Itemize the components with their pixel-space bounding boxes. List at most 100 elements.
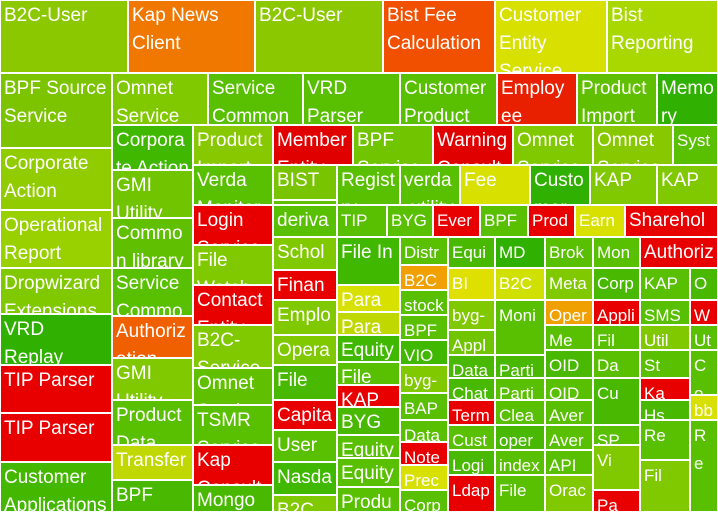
tile[interactable]: KAP bbox=[640, 268, 690, 300]
tile[interactable]: Verda Monitor bbox=[193, 165, 273, 205]
tile[interactable]: B2C-Service bbox=[193, 325, 273, 368]
tile[interactable]: SP bbox=[593, 425, 640, 445]
tile[interactable]: API bbox=[545, 450, 593, 475]
tile[interactable]: Service Common bbox=[112, 268, 193, 316]
tile[interactable]: BPF bbox=[400, 315, 448, 340]
tile[interactable]: Wa bbox=[690, 300, 718, 325]
tile[interactable]: TIP Parser bbox=[0, 365, 112, 413]
tile[interactable]: Operational Report bbox=[0, 210, 112, 268]
tile[interactable]: Equity bbox=[337, 435, 400, 458]
tile[interactable]: Ka bbox=[640, 378, 690, 400]
tile[interactable]: Co bbox=[690, 350, 718, 395]
tile[interactable]: BI bbox=[448, 268, 495, 300]
tile[interactable]: Appl bbox=[448, 330, 495, 355]
tile[interactable]: Note bbox=[400, 442, 448, 465]
tile[interactable]: B2C bbox=[495, 268, 545, 300]
tile[interactable]: Distr bbox=[400, 237, 448, 265]
tile[interactable]: TSMR Service bbox=[193, 405, 273, 445]
tile[interactable]: Parameters bbox=[337, 285, 400, 312]
tile[interactable]: Mongo bbox=[193, 485, 273, 512]
tile[interactable]: Omnet Service bbox=[593, 125, 673, 165]
tile[interactable]: Corp bbox=[400, 490, 448, 512]
tile[interactable]: Ldap bbox=[448, 475, 495, 512]
tile[interactable]: TIP bbox=[337, 205, 387, 237]
tile[interactable]: Chat bbox=[448, 378, 495, 400]
tile[interactable]: Aver bbox=[545, 425, 593, 450]
tile[interactable]: Common library bbox=[112, 218, 193, 268]
tile[interactable]: BAP bbox=[400, 393, 448, 420]
tile[interactable]: Kap News Client bbox=[128, 0, 255, 73]
tile[interactable]: oper bbox=[495, 425, 545, 450]
tile[interactable]: Corporate Action bbox=[0, 148, 112, 210]
tile[interactable]: Pa bbox=[593, 490, 640, 512]
tile[interactable]: File bbox=[337, 362, 400, 385]
tile[interactable]: Scholar bbox=[273, 237, 337, 270]
tile[interactable]: Kap Consult bbox=[193, 445, 273, 485]
tile[interactable]: Bist Reporting bbox=[607, 0, 718, 73]
tile[interactable]: Moni bbox=[495, 300, 545, 355]
tile[interactable]: Memory Service bbox=[657, 73, 718, 125]
tile[interactable]: Data bbox=[400, 420, 448, 442]
tile[interactable]: BPF Service bbox=[353, 125, 433, 165]
tile[interactable]: GMI Utility bbox=[112, 358, 193, 400]
tile[interactable]: Prec bbox=[400, 465, 448, 490]
tile[interactable]: BPF bbox=[480, 205, 528, 237]
tile[interactable]: OID bbox=[545, 350, 593, 378]
tile[interactable]: B2C-User bbox=[0, 0, 128, 73]
tile[interactable]: SMS bbox=[640, 300, 690, 325]
tile[interactable]: Oper bbox=[545, 300, 593, 325]
tile[interactable]: File Watch bbox=[193, 245, 273, 285]
tile[interactable]: Authoriz bbox=[640, 237, 718, 268]
tile[interactable]: B2C bbox=[400, 265, 448, 290]
tile[interactable]: KAP bbox=[337, 385, 400, 407]
tile[interactable]: derivatives bbox=[273, 205, 337, 237]
tile[interactable]: Omnet Service bbox=[193, 368, 273, 405]
tile[interactable]: Appli bbox=[593, 300, 640, 325]
tile[interactable]: Ever bbox=[433, 205, 480, 237]
tile[interactable]: Cu bbox=[593, 378, 640, 425]
tile[interactable]: Customer Entity Service bbox=[495, 0, 607, 73]
tile[interactable]: MD bbox=[495, 237, 545, 268]
tile[interactable]: Util bbox=[690, 325, 718, 350]
tile[interactable]: Employee bbox=[273, 300, 337, 335]
tile[interactable]: Nasdaq bbox=[273, 462, 337, 495]
tile[interactable]: B2C-User bbox=[255, 0, 383, 73]
tile[interactable]: Omnet Service bbox=[112, 73, 208, 125]
tile[interactable]: Employee Entity bbox=[497, 73, 577, 125]
tile[interactable]: GMI Utility bbox=[112, 170, 193, 218]
tile[interactable]: Corporate Action bbox=[112, 125, 193, 170]
tile[interactable]: Me bbox=[545, 325, 593, 350]
tile[interactable]: Parti bbox=[495, 355, 545, 378]
tile[interactable]: B2C bbox=[273, 495, 337, 512]
tile[interactable]: byg- bbox=[400, 365, 448, 393]
tile[interactable]: BPF bbox=[112, 480, 193, 512]
tile[interactable]: Util bbox=[640, 325, 690, 350]
tile[interactable]: BIST bbox=[273, 165, 337, 200]
tile[interactable]: Registry bbox=[337, 165, 400, 205]
tile[interactable]: KAP bbox=[590, 165, 657, 205]
tile[interactable]: Equity bbox=[337, 458, 400, 487]
tile[interactable]: Customer bbox=[530, 165, 590, 205]
tile[interactable]: Vi bbox=[593, 445, 640, 490]
tile[interactable]: Product Import bbox=[193, 125, 273, 165]
tile[interactable]: Mon bbox=[593, 237, 640, 268]
tile[interactable]: Data bbox=[448, 355, 495, 378]
tile[interactable]: VRD Replay bbox=[0, 314, 112, 365]
tile[interactable]: Login Service bbox=[193, 205, 273, 245]
tile[interactable]: VIOP bbox=[400, 340, 448, 365]
tile[interactable]: Product Import bbox=[577, 73, 657, 125]
tile[interactable]: stock bbox=[400, 290, 448, 315]
tile[interactable]: Re bbox=[640, 420, 690, 460]
tile[interactable]: Fil bbox=[640, 460, 690, 512]
tile[interactable]: Da bbox=[593, 350, 640, 378]
tile[interactable]: Earn bbox=[575, 205, 625, 237]
tile[interactable]: Member Entity bbox=[273, 125, 353, 165]
tile[interactable]: VRD bbox=[273, 200, 337, 205]
tile[interactable]: Orac bbox=[545, 475, 593, 512]
tile[interactable]: Fil bbox=[593, 325, 640, 350]
tile[interactable]: Login bbox=[448, 450, 495, 475]
tile[interactable]: Equity bbox=[337, 335, 400, 362]
tile[interactable]: Prod bbox=[528, 205, 575, 237]
tile[interactable]: Clea bbox=[495, 400, 545, 425]
tile[interactable]: Operations bbox=[273, 335, 337, 365]
